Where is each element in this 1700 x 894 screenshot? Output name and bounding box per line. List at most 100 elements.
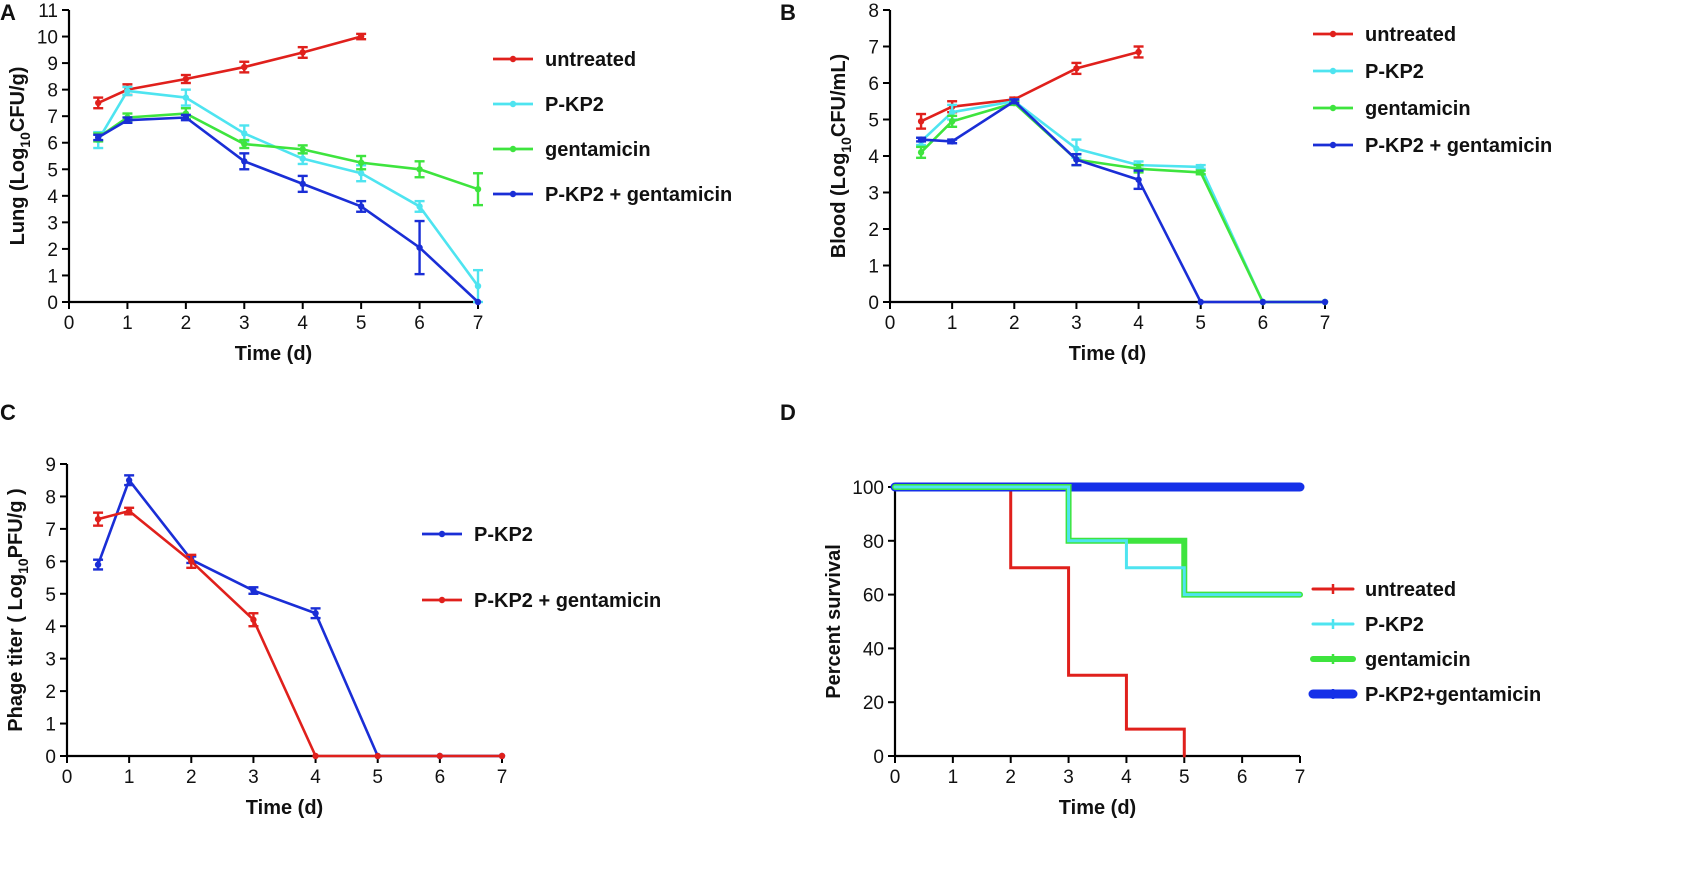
- y-tick-label: 7: [47, 107, 58, 128]
- data-point: [1259, 298, 1267, 306]
- y-tick-label: 2: [47, 240, 58, 261]
- survival-curve: [893, 485, 1302, 597]
- data-point: [241, 158, 248, 165]
- data-point: [917, 136, 925, 143]
- data-point: [1011, 98, 1018, 105]
- data-point: [948, 109, 956, 116]
- data-point: [374, 752, 381, 760]
- x-tick-label: 0: [890, 767, 901, 788]
- y-tick-label: 7: [868, 38, 879, 59]
- data-point: [241, 140, 248, 148]
- data-point: [357, 159, 365, 166]
- y-tick-label: 40: [863, 639, 884, 660]
- data-point: [357, 203, 365, 210]
- x-tick-label: 2: [1005, 767, 1016, 788]
- x-tick-label: 6: [414, 313, 425, 334]
- y-axis-title: Blood (Log10CFU/mL): [828, 54, 854, 258]
- legend-label: P-KP2 + gentamicin: [1365, 135, 1552, 157]
- data-point: [250, 587, 257, 594]
- data-point: [95, 134, 102, 141]
- x-tick-label: 1: [948, 767, 959, 788]
- data-point: [1073, 145, 1080, 152]
- panel-letter: C: [0, 400, 16, 425]
- series-pkp2: [893, 485, 1302, 597]
- y-axis-title-part: Phage titer ( Log: [5, 574, 27, 732]
- legend: untreated P-KP2 gentamicin P-KP2 + gentamic…: [493, 49, 732, 206]
- data-point: [1197, 169, 1204, 176]
- x-tick-label: 0: [64, 313, 75, 334]
- data-point: [94, 515, 102, 523]
- panel-letter: D: [780, 400, 796, 425]
- y-axis-title-part: Blood (Log: [828, 153, 850, 259]
- series-combo: [93, 474, 506, 760]
- data-point: [1135, 48, 1142, 56]
- chart-panel-d: D 0 1 2 3 4 5 6 7 0 20 40 60 80 100 Time (d) Percent sur…: [780, 400, 1541, 819]
- data-point: [1197, 163, 1204, 171]
- y-tick-label: 5: [868, 111, 879, 132]
- series-line: [97, 112, 479, 191]
- y-axis-title-subscript: 10: [838, 137, 854, 153]
- legend-label: gentamicin: [545, 139, 651, 161]
- y-tick-label: 6: [868, 74, 879, 95]
- legend-label: gentamicin: [1365, 98, 1471, 120]
- data-point: [917, 118, 925, 125]
- y-tick-label: 6: [47, 134, 58, 155]
- x-tick-label: 0: [62, 767, 73, 788]
- legend-label: P-KP2+gentamicin: [1365, 684, 1541, 706]
- data-point: [1073, 156, 1080, 163]
- data-point: [182, 75, 190, 83]
- data-point: [188, 558, 195, 565]
- survival-curve: [893, 485, 1186, 758]
- y-tick-label: 1: [868, 257, 879, 278]
- series-line: [97, 509, 502, 758]
- series-pkp2: [916, 98, 1329, 306]
- x-tick-label: 3: [248, 767, 259, 788]
- legend-marker: [1329, 141, 1337, 149]
- y-tick-label: 10: [37, 28, 58, 49]
- y-tick-label: 20: [863, 693, 884, 714]
- y-tick-label: 0: [45, 747, 56, 768]
- y-tick-label: 3: [45, 650, 56, 671]
- y-axis-title: Percent survival: [823, 544, 845, 699]
- y-tick-label: 0: [873, 747, 884, 768]
- y-tick-label: 80: [863, 532, 884, 553]
- y-tick-label: 5: [47, 160, 58, 181]
- panel-letter: B: [780, 0, 796, 25]
- x-tick-label: 2: [1009, 313, 1020, 334]
- data-point: [357, 33, 365, 40]
- y-axis-title: Lung (Log10CFU/g): [7, 67, 33, 246]
- data-point: [498, 752, 506, 760]
- x-tick-label: 6: [435, 767, 446, 788]
- y-axis-title-part: PFU/g ): [5, 488, 27, 558]
- legend-label: P-KP2 + gentamicin: [545, 184, 732, 206]
- x-tick-label: 5: [372, 767, 383, 788]
- legend-label: P-KP2: [1365, 614, 1424, 636]
- legend-marker: [1329, 67, 1337, 75]
- x-axis-title: Time (d): [1069, 343, 1146, 365]
- data-point: [948, 118, 956, 125]
- chart-panel-b: B 0 1 2 3 4 5 6 7 0 1 2 3 4 5 6 7 8 Time (d) Blood (Log10CF…: [780, 0, 1552, 365]
- y-tick-label: 6: [45, 552, 56, 573]
- data-point: [125, 507, 133, 515]
- x-tick-label: 7: [473, 313, 484, 334]
- series-line: [97, 89, 480, 287]
- series-line: [920, 99, 1325, 304]
- x-tick-label: 7: [497, 767, 508, 788]
- legend-marker: [438, 596, 446, 604]
- y-tick-label: 4: [45, 617, 56, 638]
- x-tick-label: 3: [239, 313, 250, 334]
- data-point: [1321, 298, 1329, 306]
- legend-label: untreated: [545, 49, 636, 71]
- data-point: [312, 752, 319, 760]
- legend-marker: [1329, 30, 1337, 38]
- legend-marker: [509, 100, 517, 108]
- y-axis-title-subscript: 10: [17, 132, 33, 148]
- x-tick-label: 7: [1295, 767, 1306, 788]
- data-point: [436, 752, 444, 760]
- legend-label: P-KP2 + gentamicin: [474, 590, 661, 612]
- y-tick-label: 4: [47, 187, 58, 208]
- data-point: [474, 185, 482, 193]
- y-tick-label: 2: [45, 682, 56, 703]
- data-point: [125, 477, 133, 484]
- series-gentamicin: [93, 107, 483, 207]
